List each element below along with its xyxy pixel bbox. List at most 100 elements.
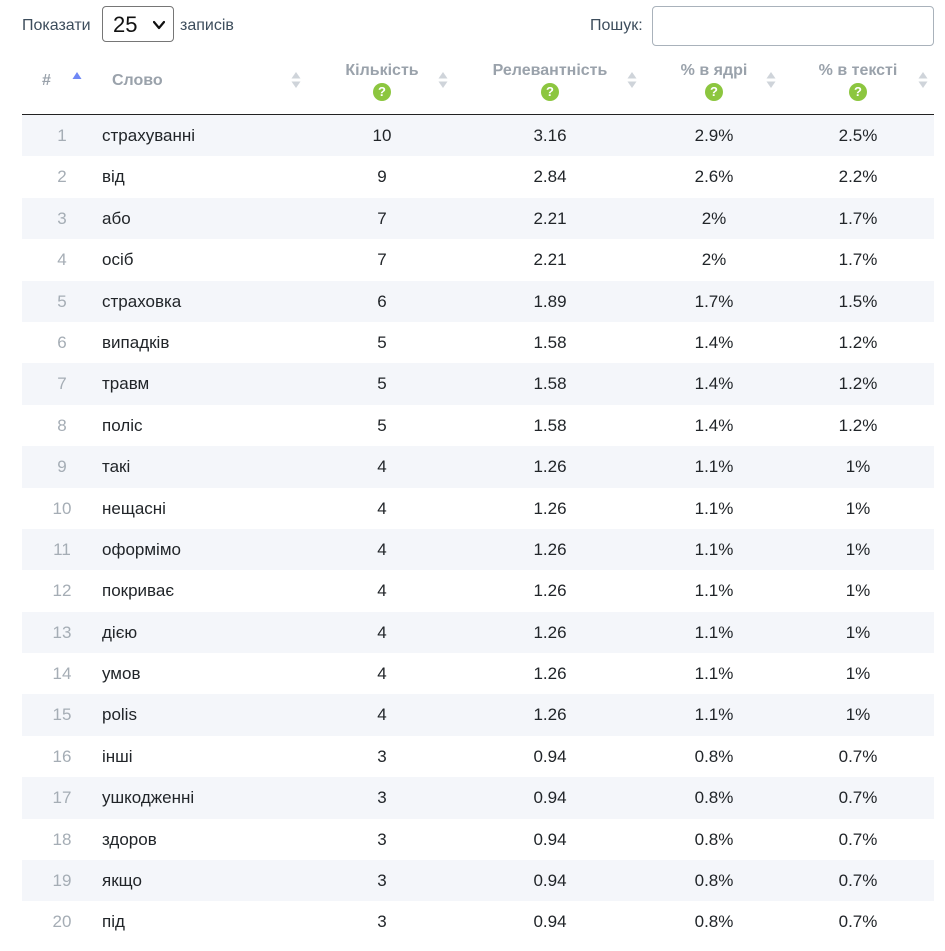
row-number: 15 [52,705,72,725]
table-row: 1 страхуванні 10 3.16 2.9% 2.5% [22,115,934,157]
column-header-word[interactable]: Слово [102,56,312,114]
table-header: # Слово Кількість ? Релевантність ? [22,56,934,115]
table-toolbar: Показати 25 записів Пошук: [0,0,945,56]
row-number: 6 [57,332,67,352]
pct-core-cell: 1.1% [694,664,734,684]
row-number: 14 [52,664,72,684]
pct-core-cell: 1.1% [694,581,734,601]
row-number: 20 [52,912,72,932]
count-cell: 4 [377,622,387,642]
relevance-cell: 1.58 [533,374,567,394]
count-cell: 5 [377,332,387,352]
count-cell: 6 [377,291,387,311]
relevance-cell: 2.84 [533,167,567,187]
table-row: 20 під 3 0.94 0.8% 0.7% [22,901,934,943]
row-number: 3 [57,208,67,228]
pct-text-cell: 1% [845,498,871,518]
pct-text-cell: 0.7% [838,788,878,808]
column-label-relevance: Релевантність [492,62,608,79]
column-label-word: Слово [112,72,163,89]
sort-both-icon [766,70,776,90]
table-row: 4 осіб 7 2.21 2% 1.7% [22,239,934,281]
word-cell: здоров [102,829,157,849]
pct-core-cell: 1.1% [694,457,734,477]
pct-core-cell: 1.1% [694,498,734,518]
pct-core-cell: 1.1% [694,539,734,559]
count-cell: 4 [377,664,387,684]
relevance-cell: 0.94 [533,829,567,849]
relevance-cell: 3.16 [533,126,567,145]
pct-core-cell: 0.8% [694,871,734,891]
row-number: 16 [52,746,72,766]
relevance-cell: 1.58 [533,415,567,435]
table-row: 11 оформімо 4 1.26 1.1% 1% [22,528,934,571]
help-icon[interactable]: ? [373,83,391,101]
sort-both-icon [918,70,928,90]
word-cell: якщо [102,871,142,891]
table-row: 14 умов 4 1.26 1.1% 1% [22,653,934,695]
table-row: 5 страховка 6 1.89 1.7% 1.5% [22,280,934,322]
sort-both-icon [627,70,637,90]
row-number: 7 [57,374,67,394]
count-cell: 9 [377,167,387,187]
table-row: 2 від 9 2.84 2.6% 2.2% [22,156,934,198]
count-cell: 4 [377,581,387,601]
pct-text-cell: 0.7% [838,871,878,891]
word-cell: умов [102,664,141,684]
records-label: записів [180,17,234,34]
pct-core-cell: 2% [701,208,727,228]
relevance-cell: 0.94 [533,912,567,932]
word-cell: оформімо [102,539,181,559]
pct-text-cell: 0.7% [838,746,878,766]
help-icon[interactable]: ? [849,83,867,101]
pct-core-cell: 0.8% [694,746,734,766]
relevance-cell: 1.26 [533,457,567,477]
pct-text-cell: 1% [845,581,871,601]
table-row: 16 інші 3 0.94 0.8% 0.7% [22,735,934,778]
pct-core-cell: 1.1% [694,705,734,725]
column-header-pct-text[interactable]: % в тексті ? [808,56,928,114]
table-row: 17 ушкодженні 3 0.94 0.8% 0.7% [22,777,934,819]
help-icon[interactable]: ? [705,83,723,101]
count-cell: 5 [377,415,387,435]
column-header-num[interactable]: # [22,56,102,114]
word-cell: дією [102,622,138,642]
pct-core-cell: 0.8% [694,788,734,808]
count-cell: 4 [377,705,387,725]
relevance-cell: 1.26 [533,581,567,601]
pct-core-cell: 0.8% [694,912,734,932]
count-cell: 7 [377,208,387,228]
word-cell: нещасні [102,498,166,518]
relevance-cell: 1.26 [533,705,567,725]
word-cell: такі [102,457,131,477]
column-header-pct-core[interactable]: % в ядрі ? [664,56,776,114]
pct-text-cell: 1% [845,664,871,684]
count-cell: 10 [372,126,392,145]
pct-core-cell: 2% [701,250,727,270]
column-header-count[interactable]: Кількість ? [332,56,448,114]
search-input[interactable] [652,6,934,46]
word-cell: страховка [102,291,182,311]
pct-text-cell: 1% [845,705,871,725]
count-cell: 3 [377,912,387,932]
count-cell: 3 [377,746,387,766]
row-number: 10 [52,498,72,518]
count-cell: 4 [377,498,387,518]
pct-text-cell: 0.7% [838,912,878,932]
row-number: 18 [52,829,72,849]
pct-text-cell: 1% [845,622,871,642]
page-size-select[interactable]: 25 [102,6,174,42]
column-header-relevance[interactable]: Релевантність ? [480,56,637,114]
word-cell: страхуванні [102,126,196,145]
row-number: 5 [57,291,67,311]
pct-core-cell: 1.4% [694,332,734,352]
pct-text-cell: 1.7% [838,250,878,270]
count-cell: 3 [377,829,387,849]
table-row: 3 або 7 2.21 2% 1.7% [22,197,934,240]
word-cell: ушкодженні [102,788,195,808]
row-number: 8 [57,415,67,435]
pct-text-cell: 1% [845,539,871,559]
pct-text-cell: 2.2% [838,167,878,187]
help-icon[interactable]: ? [541,83,559,101]
count-cell: 4 [377,457,387,477]
